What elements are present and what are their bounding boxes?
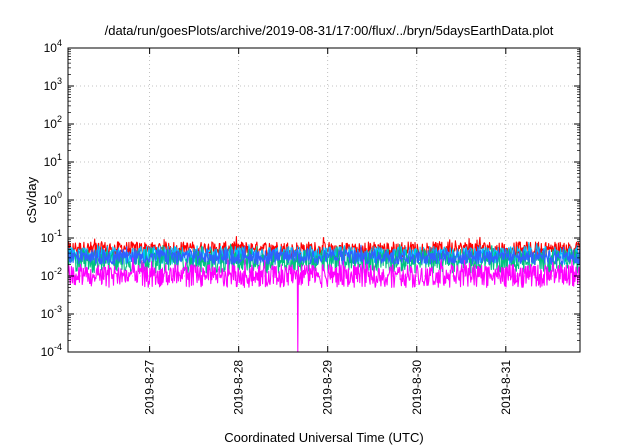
series-line-4 — [67, 244, 581, 266]
y-tick-exponent: 2 — [57, 114, 62, 124]
y-tick-exponent: -3 — [54, 304, 62, 314]
y-axis-label: cSv/day — [24, 176, 39, 223]
x-tick-label: 2019-8-30 — [410, 360, 424, 415]
y-tick-label: 10-1 — [41, 228, 62, 245]
series-group — [67, 236, 581, 353]
y-tick-base: 10 — [44, 155, 58, 169]
y-tick-label: 102 — [44, 114, 62, 131]
y-tick-exponent: -2 — [54, 266, 62, 276]
y-tick-exponent: -4 — [54, 342, 62, 352]
y-tick-label: 104 — [44, 38, 62, 55]
y-tick-base: 10 — [44, 41, 58, 55]
y-tick-label: 10-2 — [41, 266, 62, 283]
y-tick-exponent: 0 — [57, 190, 62, 200]
y-tick-base: 10 — [44, 79, 58, 93]
y-tick-label: 101 — [44, 152, 62, 169]
x-axis-label: Coordinated Universal Time (UTC) — [224, 430, 423, 445]
y-tick-base: 10 — [44, 117, 58, 131]
y-tick-base: 10 — [41, 345, 55, 359]
y-tick-base: 10 — [41, 307, 55, 321]
y-tick-base: 10 — [41, 231, 55, 245]
y-tick-exponent: -1 — [54, 228, 62, 238]
x-tick-label: 2019-8-27 — [143, 360, 157, 415]
y-tick-exponent: 4 — [57, 38, 62, 48]
y-tick-label: 100 — [44, 190, 62, 207]
y-tick-base: 10 — [44, 193, 58, 207]
y-tick-exponent: 3 — [57, 76, 62, 86]
x-axis: 2019-8-27 2019-8-28 2019-8-29 2019-8-30 2019… — [143, 48, 513, 415]
y-tick-exponent: 1 — [57, 152, 62, 162]
y-tick-label: 10-3 — [41, 304, 62, 321]
x-tick-label: 2019-8-31 — [499, 360, 513, 415]
y-tick-label: 10-4 — [41, 342, 62, 359]
x-tick-label: 2019-8-29 — [321, 360, 335, 415]
chart-title: /data/run/goesPlots/archive/2019-08-31/1… — [105, 23, 554, 38]
grid — [68, 48, 580, 352]
y-tick-label: 103 — [44, 76, 62, 93]
x-tick-label: 2019-8-28 — [232, 360, 246, 415]
y-tick-base: 10 — [41, 269, 55, 283]
series-line-5 — [67, 257, 581, 353]
